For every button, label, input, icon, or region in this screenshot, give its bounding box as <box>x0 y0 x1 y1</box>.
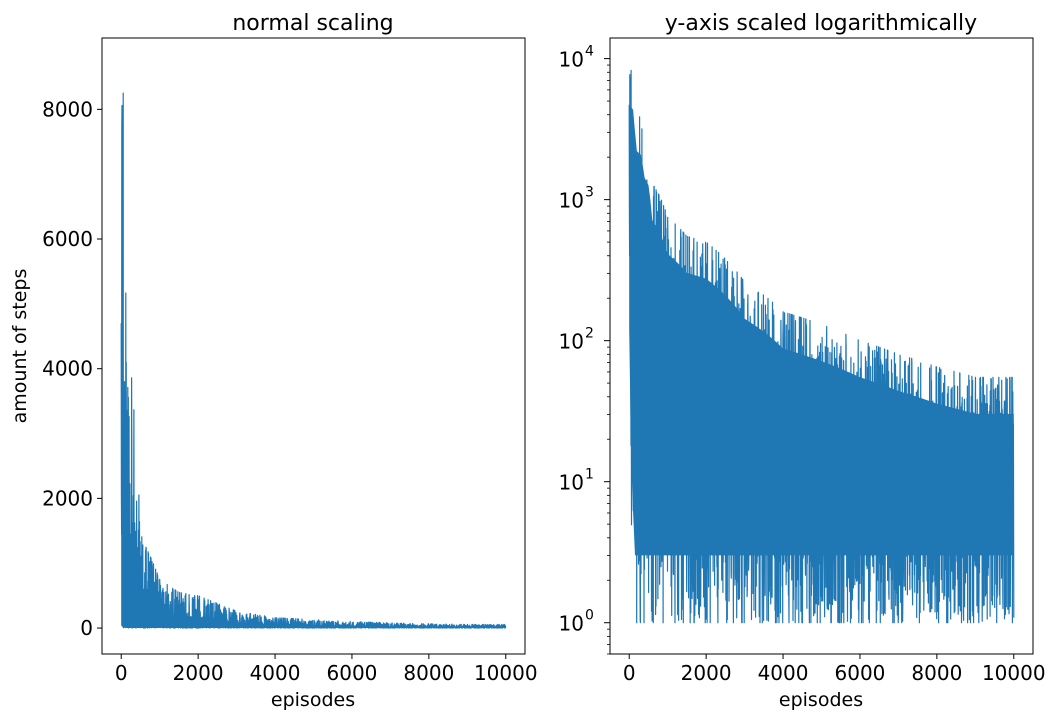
y-tick-exponent: 2 <box>585 326 594 342</box>
left-chart-title: normal scaling <box>232 11 393 36</box>
left-chart-series-area <box>120 92 507 629</box>
y-tick-label: 10 <box>559 48 584 72</box>
y-tick-label: 8000 <box>42 97 93 121</box>
right-chart-frame <box>609 37 1034 655</box>
y-tick-label: 6000 <box>42 227 93 251</box>
y-tick-exponent: 1 <box>585 467 594 483</box>
series-line <box>120 92 507 629</box>
right-chart-panel: y-axis scaled logarithmically 0 2000 4000 6… <box>559 11 1046 711</box>
x-tick-label: 4000 <box>758 661 809 685</box>
right-chart-series-area <box>628 69 1015 624</box>
x-tick-label: 2000 <box>173 661 224 685</box>
series-fill <box>629 107 1014 556</box>
y-tick-exponent: 3 <box>585 185 594 201</box>
x-tick-label: 2000 <box>681 661 732 685</box>
x-tick-label: 6000 <box>835 661 886 685</box>
y-tick-label: 10 <box>559 471 584 495</box>
left-chart-y-ticks: 0 2000 4000 6000 8000 <box>42 97 102 640</box>
y-tick-label: 4000 <box>42 357 93 381</box>
y-tick-label: 10 <box>559 612 584 636</box>
right-chart-title: y-axis scaled logarithmically <box>665 11 977 36</box>
x-tick-label: 0 <box>115 661 128 685</box>
left-chart-panel: normal scaling 0 2000 4000 6000 8000 10000 0 2… <box>9 11 538 711</box>
left-chart-x-ticks: 0 2000 4000 6000 8000 10000 <box>115 654 538 685</box>
x-tick-label: 8000 <box>403 661 454 685</box>
y-tick-label: 0 <box>80 616 93 640</box>
x-tick-label: 10000 <box>474 661 538 685</box>
right-chart-x-label: episodes <box>779 689 863 711</box>
right-chart-x-ticks: 0 2000 4000 6000 8000 10000 <box>623 654 1046 685</box>
x-tick-label: 0 <box>623 661 636 685</box>
left-chart-frame <box>101 37 526 655</box>
x-tick-label: 10000 <box>982 661 1046 685</box>
y-tick-label: 10 <box>559 189 584 213</box>
y-tick-exponent: 4 <box>585 44 594 60</box>
y-tick-label: 2000 <box>42 486 93 510</box>
left-chart-y-label: amount of steps <box>9 269 31 424</box>
y-tick-exponent: 0 <box>585 608 594 624</box>
x-tick-label: 4000 <box>250 661 301 685</box>
x-tick-label: 6000 <box>327 661 378 685</box>
y-tick-label: 10 <box>559 330 584 354</box>
x-tick-label: 8000 <box>911 661 962 685</box>
left-chart-x-label: episodes <box>271 689 355 711</box>
